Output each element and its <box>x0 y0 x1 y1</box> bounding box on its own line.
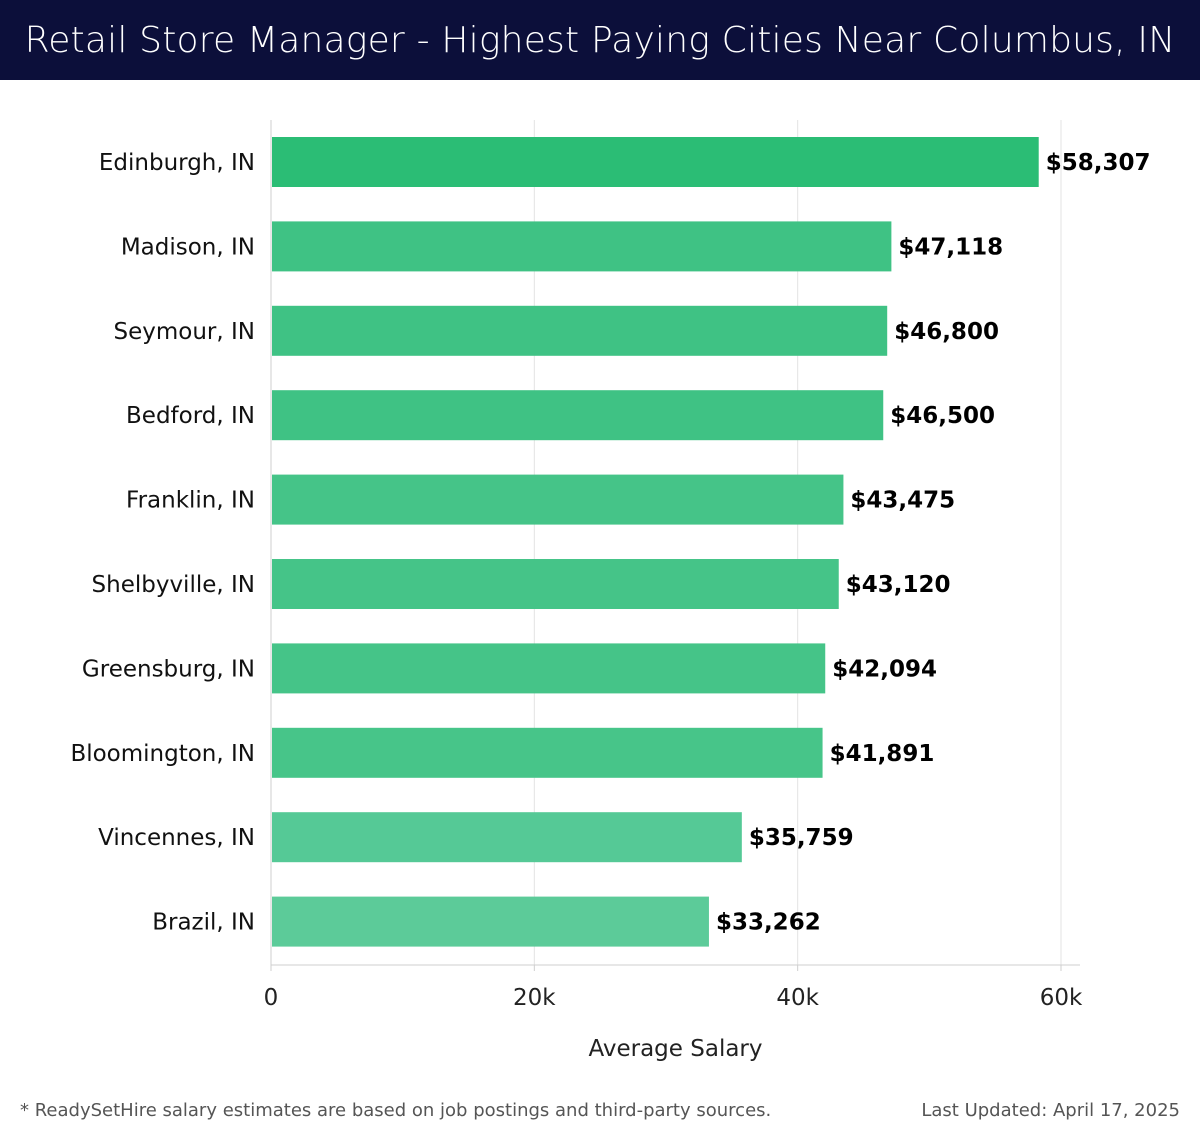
bar-seymour-in <box>272 305 888 356</box>
bar-shelbyville-in <box>272 559 839 609</box>
bar-edinburgh-in <box>272 137 1039 187</box>
category-label: Bedford, IN <box>126 403 255 429</box>
bar-bloomington-in <box>272 727 823 778</box>
bar-madison-in <box>272 221 892 272</box>
value-label: $58,307 <box>1046 150 1151 176</box>
category-label: Brazil, IN <box>152 910 255 936</box>
chart-title: Retail Store Manager - Highest Paying Ci… <box>24 19 1176 61</box>
value-label: $43,120 <box>846 572 951 598</box>
category-label: Edinburgh, IN <box>99 150 255 176</box>
x-tick-label: 20k <box>513 985 556 1011</box>
value-label: $43,475 <box>850 488 955 514</box>
value-label: $42,094 <box>832 656 937 682</box>
x-tick-label: 0 <box>264 985 279 1011</box>
bars <box>272 137 1039 947</box>
x-tick-label: 60k <box>1040 985 1083 1011</box>
category-label: Franklin, IN <box>126 488 255 514</box>
category-label: Vincennes, IN <box>98 825 255 851</box>
value-label: $33,262 <box>716 910 821 936</box>
value-label: $46,800 <box>894 319 999 345</box>
x-axis-title: Average Salary <box>588 1036 762 1062</box>
category-label: Madison, IN <box>121 234 255 260</box>
value-label: $46,500 <box>890 403 995 429</box>
value-label: $47,118 <box>898 234 1003 260</box>
axes <box>270 120 1080 971</box>
footer-updated: Last Updated: April 17, 2025 <box>921 1100 1180 1121</box>
footer-note: * ReadySetHire salary estimates are base… <box>20 1100 772 1121</box>
category-label: Seymour, IN <box>114 319 255 345</box>
bar-franklin-in <box>272 474 844 525</box>
value-label: $41,891 <box>830 741 935 767</box>
chart-header: Retail Store Manager - Highest Paying Ci… <box>0 0 1200 80</box>
category-label: Bloomington, IN <box>70 741 255 767</box>
bar-greensburg-in <box>272 643 826 694</box>
bar-bedford-in <box>272 390 884 441</box>
labels: 0 20k 40k 60k Edinburgh, IN $58,307 Madison, I… <box>70 150 1150 1062</box>
x-tick-label: 40k <box>776 985 819 1011</box>
value-label: $35,759 <box>749 825 854 851</box>
bar-vincennes-in <box>272 812 742 863</box>
bar-brazil-in <box>272 896 709 947</box>
category-label: Greensburg, IN <box>82 656 255 682</box>
category-label: Shelbyville, IN <box>92 572 255 598</box>
